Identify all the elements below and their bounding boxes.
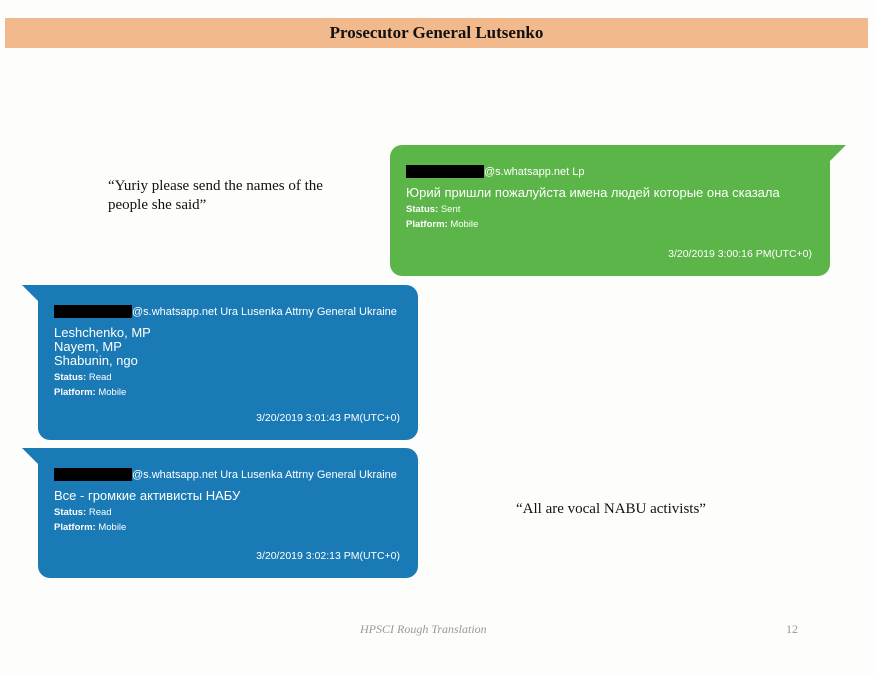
- bubble-tail: [830, 145, 846, 161]
- message-bubble-sent: @s.whatsapp.net Lp Юрий пришли пожалуйст…: [390, 145, 846, 276]
- message-text: Leshchenko, MP Nayem, MP Shabunin, ngo: [54, 325, 151, 368]
- message-timestamp: 3/20/2019 3:02:13 PM(UTC+0): [256, 550, 400, 562]
- message-text: Юрий пришли пожалуйста имена людей котор…: [406, 185, 780, 200]
- message-bubble-received: @s.whatsapp.net Ura Lusenka Attrny Gener…: [22, 285, 418, 440]
- message-status: Status: Read: [54, 507, 112, 518]
- translation-1: “Yuriy please send the names of the peop…: [108, 178, 323, 213]
- message-sender: @s.whatsapp.net Lp: [406, 165, 830, 178]
- redaction-bar: [406, 165, 484, 178]
- page-number: 12: [786, 622, 798, 636]
- redaction-bar: [54, 305, 132, 318]
- page-header: Prosecutor General Lutsenko: [5, 18, 868, 48]
- message-timestamp: 3/20/2019 3:01:43 PM(UTC+0): [256, 412, 400, 424]
- message-platform: Platform: Mobile: [406, 219, 479, 230]
- footer-label: HPSCI Rough Translation: [360, 622, 487, 636]
- translation-2: “All are vocal NABU activists”: [516, 501, 706, 517]
- bubble-tail: [22, 285, 38, 301]
- message-status: Status: Sent: [406, 204, 461, 215]
- message-sender: @s.whatsapp.net Ura Lusenka Attrny Gener…: [54, 468, 418, 481]
- message-bubble-received: @s.whatsapp.net Ura Lusenka Attrny Gener…: [22, 448, 418, 578]
- message-status: Status: Read: [54, 372, 112, 383]
- message-text: Все - громкие активисты НАБУ: [54, 488, 241, 503]
- page-title: Prosecutor General Lutsenko: [329, 23, 544, 42]
- message-platform: Platform: Mobile: [54, 522, 127, 533]
- message-timestamp: 3/20/2019 3:00:16 PM(UTC+0): [668, 248, 812, 260]
- redaction-bar: [54, 468, 132, 481]
- message-platform: Platform: Mobile: [54, 387, 127, 398]
- message-sender: @s.whatsapp.net Ura Lusenka Attrny Gener…: [54, 305, 418, 318]
- bubble-tail: [22, 448, 38, 464]
